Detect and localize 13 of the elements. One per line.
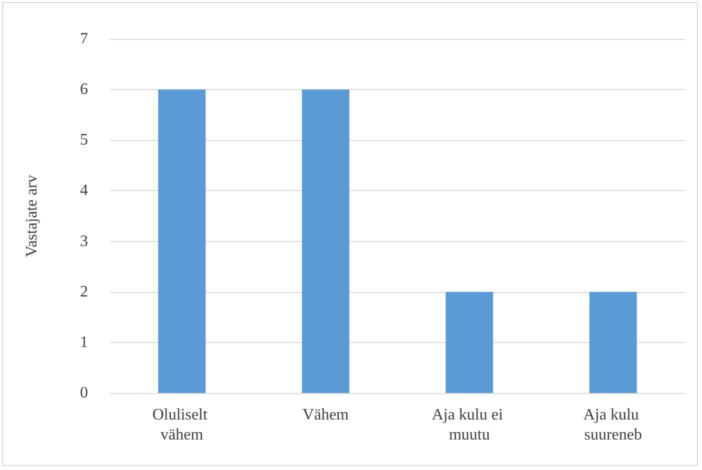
x-tick-label: Oluliselt vähem: [152, 406, 212, 444]
y-tick-label: 2: [80, 283, 88, 300]
x-tick-label: Aja kulu suureneb: [583, 406, 643, 444]
y-tick-label: 7: [80, 30, 88, 48]
y-tick-label: 3: [80, 232, 88, 250]
y-tick-label: 5: [80, 132, 88, 149]
y-tick-label: 1: [80, 334, 88, 351]
x-tick-label: Aja kulu ei muutu: [432, 406, 507, 444]
y-tick-label: 0: [80, 384, 88, 402]
y-tick-label: 6: [80, 81, 88, 98]
y-axis-title: Vastajate arv: [24, 174, 40, 258]
x-tick-label: Vähem: [302, 406, 350, 424]
y-tick-label: 4: [80, 182, 88, 200]
